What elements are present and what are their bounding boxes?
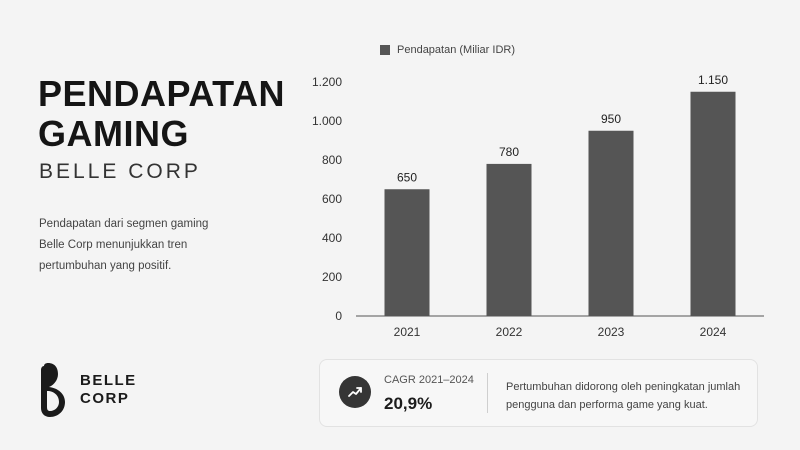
x-tick-label: 2021: [394, 325, 421, 339]
y-tick-label: 600: [322, 192, 342, 206]
x-tick-label: 2022: [496, 325, 523, 339]
description-line-3: pertumbuhan yang positif.: [39, 260, 172, 272]
y-tick-label: 200: [322, 270, 342, 284]
y-tick-label: 800: [322, 153, 342, 167]
growth-note-line-2: pengguna dan performa game yang kuat.: [506, 399, 708, 411]
legend-label: Pendapatan (Miliar IDR): [397, 44, 515, 56]
description-line-2: Belle Corp menunjukkan tren: [39, 239, 188, 251]
title-line-2: GAMING: [38, 113, 189, 154]
x-tick-label: 2024: [700, 325, 727, 339]
card-divider: [487, 373, 488, 413]
growth-note-line-1: Pertumbuhan didorong oleh peningkatan ju…: [506, 381, 741, 393]
company-logo: BELLE CORP: [36, 360, 137, 420]
description: Pendapatan dari segmen gaming Belle Corp…: [39, 214, 239, 277]
bar: [384, 189, 430, 316]
title-line-1: PENDAPATAN: [38, 73, 285, 114]
logo-text: BELLE CORP: [80, 372, 137, 408]
y-tick-label: 0: [335, 309, 342, 323]
trending-up-icon: [339, 376, 371, 408]
y-tick-label: 1.200: [312, 75, 342, 89]
bar: [486, 163, 532, 316]
logo-text-line-2: CORP: [80, 390, 130, 407]
cagr-label: CAGR 2021–2024: [384, 374, 474, 386]
legend-swatch: [380, 45, 390, 55]
data-label: 950: [601, 112, 621, 126]
data-label: 650: [397, 170, 417, 184]
chart-legend: Pendapatan (Miliar IDR): [380, 44, 515, 56]
logo-text-line-1: BELLE: [80, 372, 137, 389]
y-tick-label: 1.000: [312, 114, 342, 128]
company-subtitle: BELLE CORP: [39, 160, 201, 183]
data-label: 780: [499, 145, 519, 159]
description-line-1: Pendapatan dari segmen gaming: [39, 218, 209, 230]
belle-corp-logo-icon: [41, 363, 65, 417]
y-tick-label: 400: [322, 231, 342, 245]
page-title: PENDAPATAN GAMING: [38, 74, 285, 154]
data-label: 1.150: [698, 73, 728, 87]
insight-card: CAGR 2021–2024 20,9% Pertumbuhan didoron…: [319, 359, 758, 427]
bar: [690, 91, 736, 316]
bar: [588, 130, 634, 316]
cagr-value: 20,9%: [384, 394, 433, 413]
x-tick-label: 2023: [598, 325, 625, 339]
growth-note: Pertumbuhan didorong oleh peningkatan ju…: [506, 378, 746, 414]
